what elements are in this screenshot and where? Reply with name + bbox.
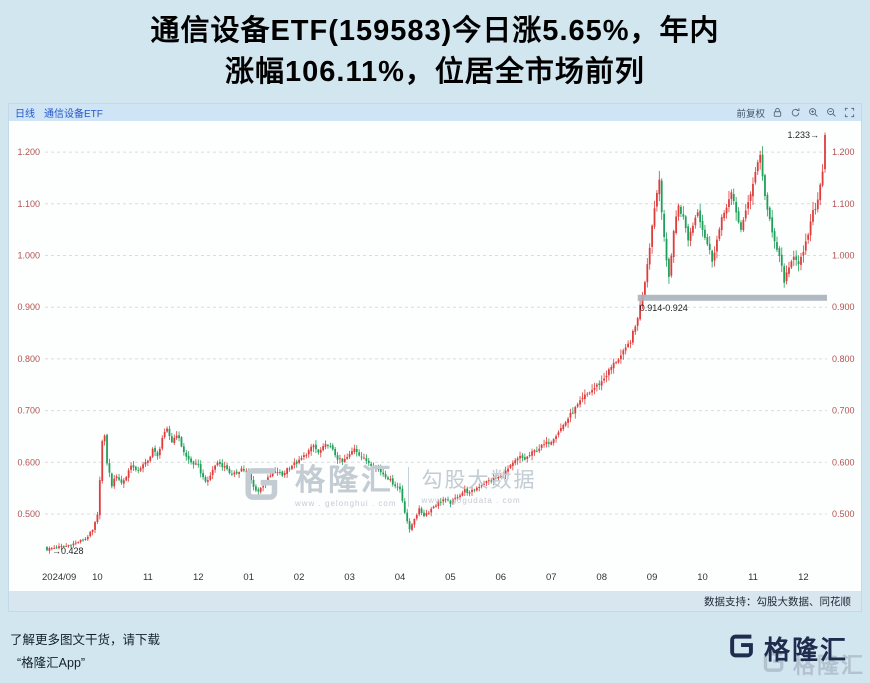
svg-text:03: 03 (344, 572, 355, 583)
svg-text:0.800: 0.800 (832, 354, 855, 364)
brand-logo-text: 格隆汇 (763, 635, 848, 665)
svg-text:0.914-0.924: 0.914-0.924 (640, 303, 688, 313)
svg-text:01: 01 (243, 572, 254, 583)
gelonghui-logo-icon (761, 649, 787, 680)
svg-text:02: 02 (294, 572, 305, 583)
svg-text:1.000: 1.000 (17, 251, 40, 261)
lock-icon[interactable] (772, 107, 783, 118)
svg-text:10: 10 (92, 572, 103, 583)
page-title: 通信设备ETF(159583)今日涨5.65%，年内 涨幅106.11%，位居全… (0, 0, 870, 93)
svg-text:0.900: 0.900 (17, 302, 40, 312)
expand-icon[interactable] (844, 107, 855, 118)
svg-text:1.200: 1.200 (832, 147, 855, 157)
svg-text:12: 12 (798, 572, 809, 583)
svg-text:→0.428: →0.428 (52, 546, 84, 556)
svg-text:0.900: 0.900 (832, 302, 855, 312)
svg-text:06: 06 (496, 572, 507, 583)
svg-text:10: 10 (697, 572, 708, 583)
svg-text:2024/09: 2024/09 (42, 572, 76, 583)
promo-line2: “格隆汇App” (17, 656, 86, 670)
gelonghui-logo-icon (727, 631, 757, 666)
instrument-label[interactable]: 通信设备ETF (44, 109, 103, 120)
svg-text:1.000: 1.000 (832, 251, 855, 261)
toolbar-right: 前复权 (736, 106, 855, 120)
refresh-icon[interactable] (790, 107, 801, 118)
svg-text:0.500: 0.500 (17, 509, 40, 519)
svg-text:05: 05 (445, 572, 456, 583)
promo-text: 了解更多图文干货，请下载 “格隆汇App” (10, 629, 160, 675)
svg-text:0.600: 0.600 (17, 457, 40, 467)
svg-text:07: 07 (546, 572, 557, 583)
svg-text:11: 11 (748, 572, 758, 583)
svg-text:0.500: 0.500 (832, 509, 855, 519)
svg-text:12: 12 (193, 572, 204, 583)
svg-text:0.800: 0.800 (17, 354, 40, 364)
zoom-out-icon[interactable] (826, 107, 837, 118)
svg-text:1.200: 1.200 (17, 147, 40, 157)
svg-text:1.233→: 1.233→ (787, 130, 819, 140)
chart-toolbar: 日线 通信设备ETF 前复权 (9, 104, 861, 121)
svg-text:0.600: 0.600 (832, 457, 855, 467)
toolbar-left: 日线 通信设备ETF (15, 105, 103, 120)
period-label[interactable]: 日线 (15, 109, 35, 120)
adjust-mode-button[interactable]: 前复权 (736, 108, 765, 120)
data-support-text: 数据支持：勾股大数据、同花顺 (704, 595, 851, 608)
title-line1: 通信设备ETF(159583)今日涨5.65%，年内 (150, 15, 720, 47)
svg-text:1.100: 1.100 (17, 199, 40, 209)
brand-logo: 格隆汇 (727, 630, 848, 667)
brand-logo-text: 格隆汇 (792, 653, 865, 678)
data-support-bar: 数据支持：勾股大数据、同花顺 (9, 591, 861, 611)
zoom-in-icon[interactable] (808, 107, 819, 118)
svg-text:11: 11 (143, 572, 153, 583)
svg-text:04: 04 (395, 572, 406, 583)
svg-text:0.700: 0.700 (832, 406, 855, 416)
svg-text:1.100: 1.100 (832, 199, 855, 209)
title-line2: 涨幅106.11%，位居全市场前列 (225, 56, 645, 88)
svg-text:09: 09 (647, 572, 658, 583)
svg-text:08: 08 (596, 572, 607, 583)
promo-line1: 了解更多图文干货，请下载 (10, 633, 161, 647)
kline-chart[interactable]: 0.500 0.500 0.600 0.600 0.700 0.700 0.800 0.800… (9, 121, 861, 591)
brand-logo-watermark: 格隆汇 (761, 648, 865, 680)
chart-panel: 日线 通信设备ETF 前复权 (8, 103, 862, 612)
svg-text:0.700: 0.700 (17, 406, 40, 416)
chart-area: 0.500 0.500 0.600 0.600 0.700 0.700 0.800 0.800… (9, 121, 861, 591)
